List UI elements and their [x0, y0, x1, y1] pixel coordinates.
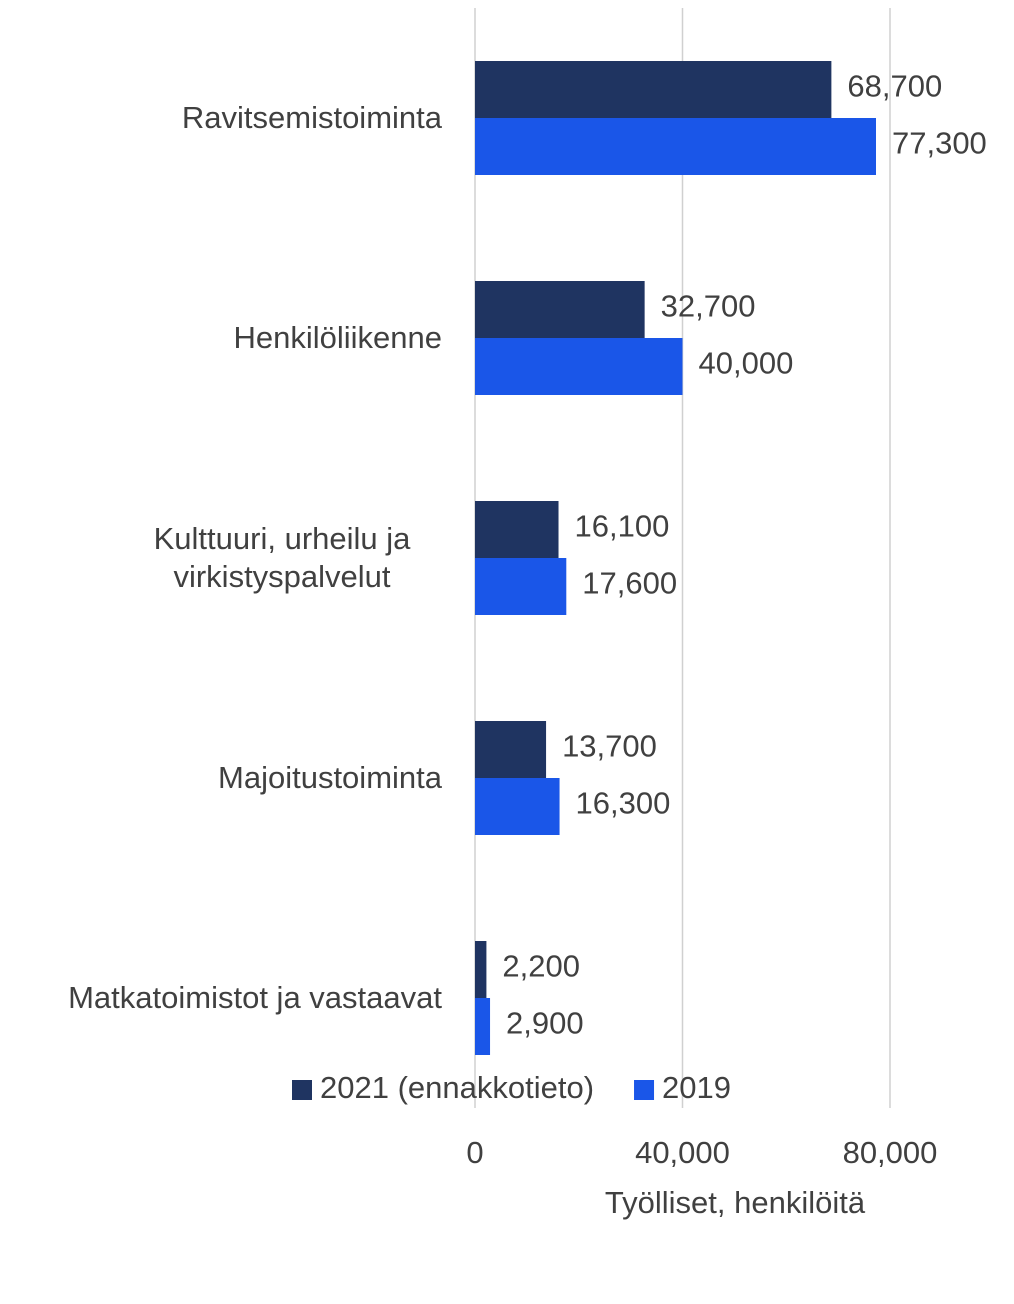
value-label: 2,900	[506, 1006, 584, 1041]
bar	[475, 941, 487, 998]
bar	[475, 61, 832, 118]
y-tick-label: Henkilöliikenne	[233, 320, 442, 355]
bar	[475, 501, 559, 558]
x-tick-label: 40,000	[635, 1135, 730, 1170]
value-label: 2,200	[502, 949, 580, 984]
x-tick-label: 0	[466, 1135, 483, 1170]
bar	[475, 281, 645, 338]
y-tick-label: Matkatoimistot ja vastaavat	[68, 980, 442, 1015]
bar	[475, 721, 547, 778]
legend-label: 2021 (ennakkotieto)	[320, 1070, 594, 1105]
y-tick-label: Ravitsemistoiminta	[181, 100, 442, 135]
legend-swatch	[634, 1080, 655, 1100]
bar	[475, 338, 683, 395]
value-label: 32,700	[661, 289, 756, 324]
y-tick-label: Majoitustoiminta	[218, 760, 442, 795]
legend-swatch	[292, 1080, 312, 1100]
bar	[475, 778, 560, 835]
value-label: 68,700	[847, 69, 942, 104]
value-label: 16,100	[575, 509, 670, 544]
value-label: 16,300	[576, 786, 671, 821]
value-label: 17,600	[582, 566, 677, 601]
y-tick-label: Kulttuuri, urheilu ja virkistyspalvelut	[153, 521, 411, 594]
x-tick-label: 80,000	[843, 1135, 938, 1170]
value-label: 13,700	[562, 729, 657, 764]
value-label: 77,300	[892, 126, 987, 161]
legend-label: 2019	[662, 1070, 731, 1105]
bar	[475, 558, 567, 615]
x-axis-title: Työlliset, henkilöitä	[605, 1185, 866, 1220]
bar	[475, 118, 876, 175]
bar	[475, 998, 491, 1055]
value-label: 40,000	[699, 346, 794, 381]
